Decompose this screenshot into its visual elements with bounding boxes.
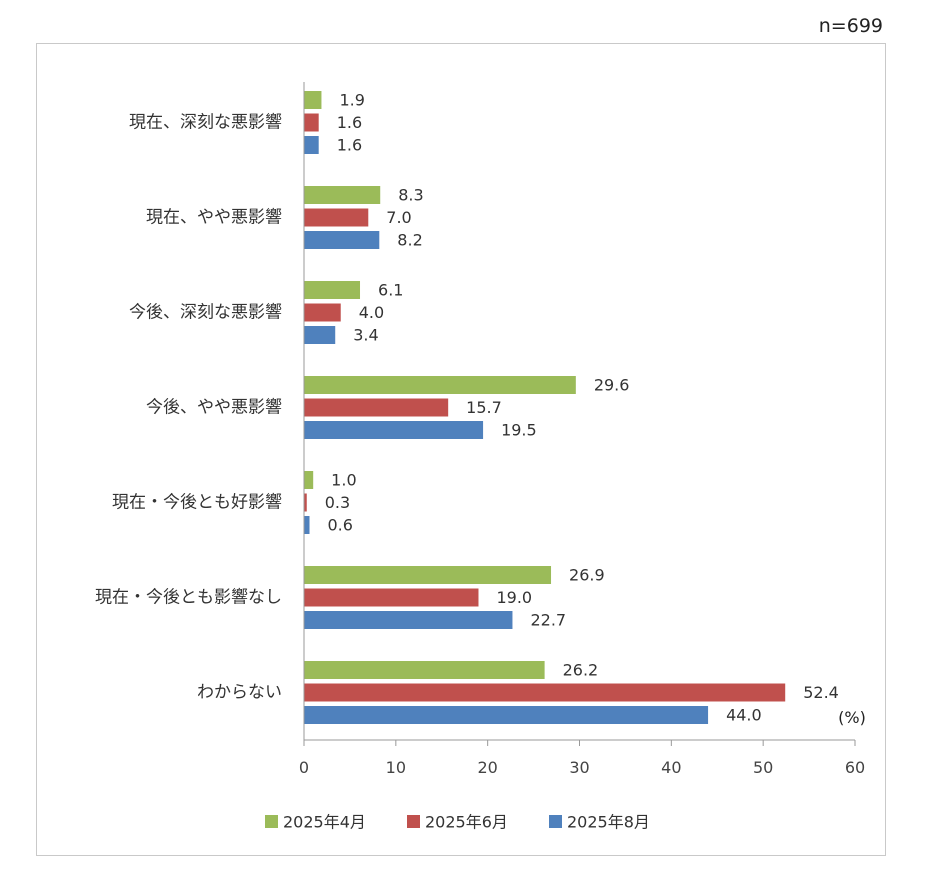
category-label: 今後、やや悪影響 xyxy=(146,398,282,418)
data-label: 44.0 xyxy=(726,706,762,725)
data-label: 0.3 xyxy=(325,493,350,512)
bar xyxy=(304,421,484,439)
data-label: 15.7 xyxy=(466,398,502,417)
legend-label: 2025年8月 xyxy=(567,813,650,832)
bar xyxy=(304,281,361,299)
bar xyxy=(304,186,381,204)
data-label: 22.7 xyxy=(530,611,566,630)
data-label: 29.6 xyxy=(594,376,630,395)
data-label: 6.1 xyxy=(378,281,403,300)
category-label: 現在、やや悪影響 xyxy=(146,208,282,228)
category-label: わからない xyxy=(197,683,282,703)
x-tick-label: 10 xyxy=(386,758,406,777)
data-label: 1.6 xyxy=(337,136,362,155)
bar xyxy=(304,113,319,132)
legend-label: 2025年6月 xyxy=(425,813,508,832)
data-label: 1.6 xyxy=(337,113,362,132)
bar xyxy=(304,588,479,607)
bar xyxy=(304,91,322,109)
bar xyxy=(304,493,307,512)
data-label: 19.0 xyxy=(496,588,532,607)
bar xyxy=(304,398,449,417)
data-label: 1.9 xyxy=(339,91,364,110)
bar xyxy=(304,231,380,249)
category-label: 現在・今後とも好影響 xyxy=(112,493,282,513)
chart-frame xyxy=(36,43,886,856)
x-tick-label: 0 xyxy=(299,758,309,777)
bar xyxy=(304,208,369,227)
category-label: 今後、深刻な悪影響 xyxy=(129,303,282,323)
category-label: 現在・今後とも影響なし xyxy=(95,588,282,608)
unit-label: (%) xyxy=(838,708,866,727)
data-label: 7.0 xyxy=(386,208,411,227)
legend-swatch xyxy=(265,815,278,828)
bar xyxy=(304,376,576,394)
legend-swatch xyxy=(407,815,420,828)
bar xyxy=(304,706,709,724)
data-label: 52.4 xyxy=(803,683,839,702)
data-label: 1.0 xyxy=(331,471,356,490)
data-label: 4.0 xyxy=(359,303,384,322)
x-tick-label: 50 xyxy=(753,758,773,777)
data-label: 26.2 xyxy=(563,661,599,680)
bar xyxy=(304,661,545,679)
legend-swatch xyxy=(549,815,562,828)
legend-label: 2025年4月 xyxy=(283,813,366,832)
bar xyxy=(304,516,310,534)
x-tick-label: 40 xyxy=(661,758,681,777)
data-label: 19.5 xyxy=(501,421,537,440)
bar xyxy=(304,471,314,489)
data-label: 26.9 xyxy=(569,566,605,585)
data-label: 8.2 xyxy=(397,231,422,250)
bar xyxy=(304,326,336,344)
bar xyxy=(304,303,341,322)
data-label: 8.3 xyxy=(398,186,423,205)
x-tick-label: 30 xyxy=(569,758,589,777)
category-label: 現在、深刻な悪影響 xyxy=(129,113,282,133)
bar xyxy=(304,136,319,154)
data-label: 0.6 xyxy=(328,516,353,535)
bar xyxy=(304,611,513,629)
sample-size-label: n=699 xyxy=(818,15,883,37)
data-label: 3.4 xyxy=(353,326,378,345)
bar xyxy=(304,683,786,702)
x-tick-label: 20 xyxy=(477,758,497,777)
x-tick-label: 60 xyxy=(845,758,865,777)
bar xyxy=(304,566,552,584)
